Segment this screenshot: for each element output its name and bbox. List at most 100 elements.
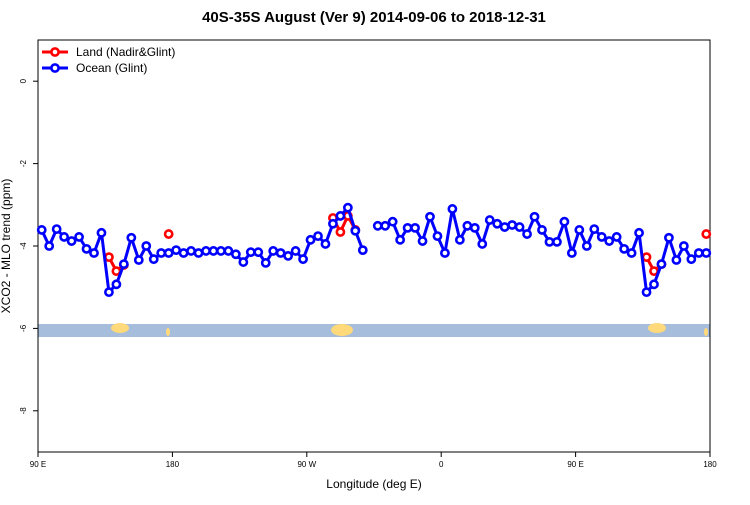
point bbox=[357, 245, 368, 256]
point bbox=[701, 229, 712, 239]
point bbox=[499, 222, 510, 232]
x-tick-label: 180 bbox=[703, 460, 717, 469]
series bbox=[36, 202, 712, 298]
point bbox=[559, 216, 570, 227]
point bbox=[328, 218, 338, 229]
point bbox=[529, 211, 540, 222]
point bbox=[216, 246, 226, 256]
x-tick-label: 180 bbox=[166, 460, 180, 469]
point bbox=[380, 220, 391, 231]
point bbox=[89, 248, 99, 258]
point bbox=[581, 241, 592, 251]
point bbox=[686, 254, 697, 265]
point bbox=[678, 241, 689, 251]
point bbox=[253, 247, 264, 258]
y-tick-label: -2 bbox=[19, 159, 28, 167]
point bbox=[141, 241, 152, 251]
point bbox=[566, 248, 577, 258]
point bbox=[387, 216, 398, 227]
point bbox=[298, 254, 308, 265]
point bbox=[440, 248, 450, 258]
point bbox=[193, 248, 204, 258]
point bbox=[283, 250, 294, 261]
point bbox=[671, 255, 682, 265]
ocean-band bbox=[38, 324, 710, 337]
land-shape bbox=[704, 328, 708, 336]
legend-label: Ocean (Glint) bbox=[76, 61, 147, 75]
point bbox=[477, 239, 488, 249]
y-tick-label: -6 bbox=[19, 324, 28, 332]
x-tick-label: 0 bbox=[439, 460, 444, 469]
land-shape bbox=[111, 323, 129, 333]
point bbox=[44, 241, 55, 251]
point bbox=[484, 215, 495, 225]
point bbox=[611, 232, 622, 242]
point bbox=[641, 287, 652, 298]
point bbox=[634, 227, 644, 238]
point bbox=[664, 232, 674, 243]
y-axis-label: XCO2 - MLO trend (ppm) bbox=[0, 179, 13, 314]
point bbox=[230, 249, 241, 260]
point bbox=[604, 236, 615, 246]
point bbox=[335, 211, 346, 221]
point bbox=[544, 236, 555, 247]
legend-marker bbox=[50, 63, 60, 73]
point bbox=[492, 218, 503, 229]
point bbox=[402, 222, 413, 233]
point bbox=[208, 246, 219, 256]
x-tick-label: 90 E bbox=[30, 460, 46, 469]
legend-marker bbox=[50, 47, 60, 57]
point bbox=[59, 232, 70, 242]
chart-title: 40S-35S August (Ver 9) 2014-09-06 to 201… bbox=[202, 9, 546, 26]
point bbox=[126, 232, 137, 243]
point bbox=[589, 224, 600, 235]
point bbox=[313, 231, 323, 242]
point bbox=[693, 248, 704, 258]
point bbox=[462, 220, 473, 231]
point bbox=[656, 259, 667, 270]
y-tick-label: -4 bbox=[19, 242, 28, 250]
point bbox=[245, 247, 256, 258]
x-axis-label: Longitude (deg E) bbox=[326, 477, 421, 491]
point bbox=[223, 246, 234, 256]
point bbox=[454, 234, 465, 245]
point bbox=[163, 248, 174, 258]
point bbox=[178, 248, 189, 258]
point bbox=[260, 257, 271, 268]
point bbox=[118, 259, 129, 270]
point bbox=[171, 245, 182, 256]
point bbox=[275, 248, 286, 258]
point bbox=[552, 236, 562, 247]
point bbox=[417, 236, 428, 246]
point bbox=[469, 222, 480, 233]
land-shape bbox=[648, 323, 666, 333]
legend-label: Land (Nadir&Glint) bbox=[76, 45, 175, 59]
point bbox=[335, 227, 346, 237]
point bbox=[104, 252, 114, 263]
point bbox=[96, 227, 107, 238]
point bbox=[104, 287, 114, 298]
point bbox=[432, 231, 443, 242]
point bbox=[350, 225, 361, 236]
point bbox=[372, 220, 383, 231]
y-tick-label: -8 bbox=[19, 407, 28, 415]
point bbox=[425, 211, 435, 222]
point bbox=[186, 246, 196, 256]
x-tick-label: 90 W bbox=[297, 460, 316, 469]
point bbox=[447, 204, 458, 214]
point bbox=[649, 279, 659, 290]
point bbox=[156, 248, 167, 258]
point bbox=[537, 225, 547, 235]
point bbox=[74, 232, 84, 242]
point bbox=[133, 255, 144, 265]
map-strip bbox=[38, 323, 710, 337]
y-tick-label: 0 bbox=[19, 78, 28, 83]
point bbox=[66, 236, 77, 246]
point bbox=[163, 229, 174, 239]
point bbox=[51, 224, 62, 235]
point bbox=[395, 234, 406, 245]
point bbox=[596, 232, 607, 242]
plot-frame bbox=[37, 39, 711, 453]
point bbox=[574, 225, 585, 235]
